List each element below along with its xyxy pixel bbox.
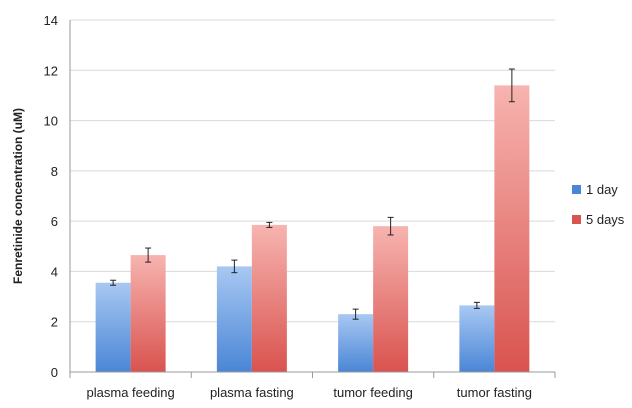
x-tick-label: plasma fasting [210, 385, 294, 400]
legend-label: 5 days [586, 212, 625, 227]
bar-series-1 [216, 266, 252, 372]
bars [95, 85, 530, 372]
legend-label: 1 day [586, 182, 618, 197]
error-bars [110, 68, 515, 320]
y-tick-label: 10 [44, 114, 58, 129]
bar-series-2 [130, 255, 166, 372]
bar-series-2 [251, 224, 287, 372]
legend: 1 day 5 days [572, 182, 625, 227]
x-tick-label: tumor feeding [333, 385, 413, 400]
y-tick-label: 8 [51, 164, 58, 179]
y-axis-label: Fenretinide concentration (uM) [11, 108, 25, 284]
legend-swatch [572, 185, 581, 194]
bar-series-1 [95, 282, 131, 372]
x-tick-label: tumor fasting [457, 385, 532, 400]
y-tick-label: 12 [44, 63, 58, 78]
x-tick-label: plasma feeding [87, 385, 175, 400]
y-tick-label: 0 [51, 365, 58, 380]
x-tick-labels: plasma feeding plasma fasting tumor feedin… [87, 385, 532, 400]
bar-series-2 [494, 85, 530, 372]
bar-series-1 [459, 305, 495, 372]
y-tick-labels: 0 2 4 6 8 10 12 14 [44, 13, 58, 380]
y-tick-label: 4 [51, 264, 58, 279]
y-tick-label: 14 [44, 13, 58, 28]
legend-swatch [572, 215, 581, 224]
bar-series-2 [373, 226, 409, 372]
y-tick-label: 2 [51, 315, 58, 330]
y-tick-label: 6 [51, 214, 58, 229]
bar-series-1 [338, 314, 374, 372]
